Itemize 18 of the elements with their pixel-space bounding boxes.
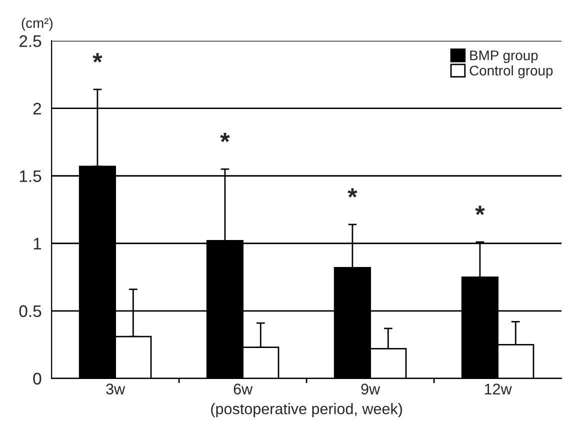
y-tick-label: 1.5 [20,170,42,182]
annotation: * [220,132,230,142]
annotation: * [92,53,102,62]
y-tick-label: 0 [33,372,42,385]
legend-label: Control group [470,65,553,78]
x-tick-label: 12w [484,384,512,394]
legend-label: BMP group [470,50,538,64]
y-tick-label: 0.5 [19,305,42,318]
y-tick-label: 2 [33,102,42,114]
y-tick-label: 1 [34,238,42,250]
x-tick-label: 9w [361,384,380,394]
x-tick-label: 6w [234,384,253,394]
annotation: * [475,206,485,216]
annotation: * [348,188,358,198]
x-axis-title: (postoperative period, week) [211,403,402,418]
x-tick-label: 3w [106,384,126,394]
y-tick-label: 2.5 [20,35,42,48]
y-axis-title: (cm²) [22,18,52,31]
